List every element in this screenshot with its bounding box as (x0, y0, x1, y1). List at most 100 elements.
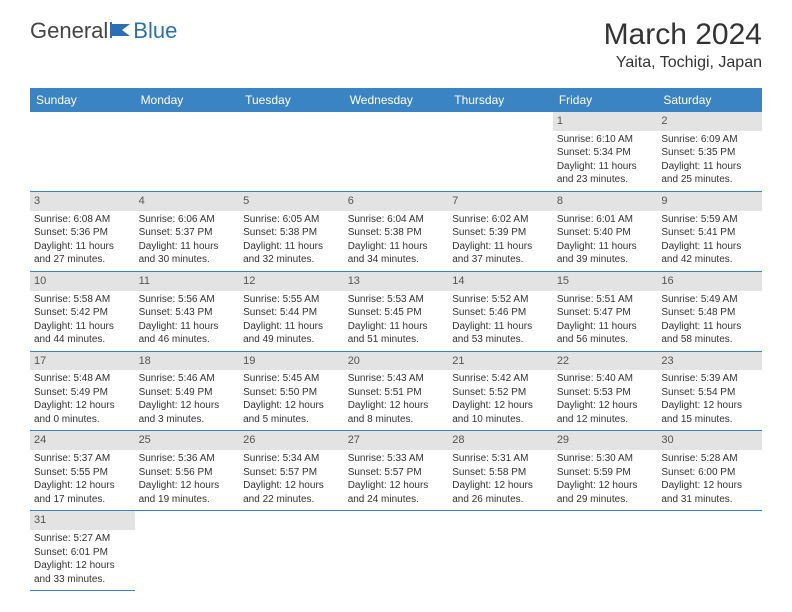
day-number: 18 (135, 352, 240, 371)
daylight-2: and 5 minutes. (243, 413, 340, 427)
day-number: 6 (344, 192, 449, 211)
daylight-2: and 49 minutes. (243, 333, 340, 347)
calendar-cell (344, 112, 449, 191)
daylight-1: Daylight: 11 hours (557, 320, 654, 334)
daylight-2: and 30 minutes. (139, 253, 236, 267)
daylight-2: and 17 minutes. (34, 493, 131, 507)
weekday-header: Monday (135, 88, 240, 112)
daylight-1: Daylight: 11 hours (139, 240, 236, 254)
calendar-cell: 26Sunrise: 5:34 AMSunset: 5:57 PMDayligh… (239, 431, 344, 511)
calendar-cell: 28Sunrise: 5:31 AMSunset: 5:58 PMDayligh… (448, 431, 553, 511)
daylight-1: Daylight: 11 hours (243, 240, 340, 254)
calendar-cell: 3Sunrise: 6:08 AMSunset: 5:36 PMDaylight… (30, 191, 135, 271)
weekday-header: Thursday (448, 88, 553, 112)
daylight-2: and 37 minutes. (452, 253, 549, 267)
day-number: 27 (344, 431, 449, 450)
calendar-cell: 5Sunrise: 6:05 AMSunset: 5:38 PMDaylight… (239, 191, 344, 271)
title-block: March 2024 Yaita, Tochigi, Japan (604, 18, 762, 72)
daylight-2: and 12 minutes. (557, 413, 654, 427)
daylight-1: Daylight: 11 hours (348, 240, 445, 254)
sunrise: Sunrise: 5:34 AM (243, 452, 340, 466)
sunrise: Sunrise: 5:42 AM (452, 372, 549, 386)
sunrise: Sunrise: 5:37 AM (34, 452, 131, 466)
calendar-cell (30, 112, 135, 191)
day-number: 13 (344, 272, 449, 291)
calendar-cell: 24Sunrise: 5:37 AMSunset: 5:55 PMDayligh… (30, 431, 135, 511)
daylight-1: Daylight: 11 hours (557, 160, 654, 174)
calendar-row: 3Sunrise: 6:08 AMSunset: 5:36 PMDaylight… (30, 191, 762, 271)
daylight-1: Daylight: 12 hours (452, 479, 549, 493)
sunset: Sunset: 5:42 PM (34, 306, 131, 320)
day-number: 9 (657, 192, 762, 211)
daylight-1: Daylight: 11 hours (452, 240, 549, 254)
sunset: Sunset: 5:34 PM (557, 146, 654, 160)
sunrise: Sunrise: 5:49 AM (661, 293, 758, 307)
sunset: Sunset: 5:39 PM (452, 226, 549, 240)
sunset: Sunset: 5:35 PM (661, 146, 758, 160)
calendar-cell (657, 511, 762, 591)
daylight-2: and 10 minutes. (452, 413, 549, 427)
calendar-cell (135, 112, 240, 191)
sunset: Sunset: 5:45 PM (348, 306, 445, 320)
day-number: 31 (30, 511, 135, 530)
calendar-cell: 11Sunrise: 5:56 AMSunset: 5:43 PMDayligh… (135, 271, 240, 351)
weekday-header: Wednesday (344, 88, 449, 112)
calendar-cell (448, 511, 553, 591)
daylight-1: Daylight: 12 hours (348, 479, 445, 493)
calendar-cell: 19Sunrise: 5:45 AMSunset: 5:50 PMDayligh… (239, 351, 344, 431)
sunset: Sunset: 5:36 PM (34, 226, 131, 240)
day-number: 19 (239, 352, 344, 371)
weekday-header: Saturday (657, 88, 762, 112)
day-number: 29 (553, 431, 658, 450)
daylight-2: and 32 minutes. (243, 253, 340, 267)
calendar-table: SundayMondayTuesdayWednesdayThursdayFrid… (30, 88, 762, 591)
month-title: March 2024 (604, 18, 762, 52)
day-number: 5 (239, 192, 344, 211)
daylight-2: and 25 minutes. (661, 173, 758, 187)
calendar-cell: 20Sunrise: 5:43 AMSunset: 5:51 PMDayligh… (344, 351, 449, 431)
sunset: Sunset: 5:49 PM (139, 386, 236, 400)
sunrise: Sunrise: 6:09 AM (661, 133, 758, 147)
day-number: 12 (239, 272, 344, 291)
daylight-2: and 56 minutes. (557, 333, 654, 347)
sunset: Sunset: 5:40 PM (557, 226, 654, 240)
day-number: 11 (135, 272, 240, 291)
calendar-cell: 4Sunrise: 6:06 AMSunset: 5:37 PMDaylight… (135, 191, 240, 271)
sunrise: Sunrise: 5:40 AM (557, 372, 654, 386)
sunset: Sunset: 5:38 PM (243, 226, 340, 240)
logo-flag-icon (110, 18, 132, 44)
calendar-cell: 12Sunrise: 5:55 AMSunset: 5:44 PMDayligh… (239, 271, 344, 351)
calendar-cell: 15Sunrise: 5:51 AMSunset: 5:47 PMDayligh… (553, 271, 658, 351)
location: Yaita, Tochigi, Japan (604, 54, 762, 72)
daylight-1: Daylight: 12 hours (34, 399, 131, 413)
calendar-cell: 27Sunrise: 5:33 AMSunset: 5:57 PMDayligh… (344, 431, 449, 511)
daylight-1: Daylight: 11 hours (452, 320, 549, 334)
sunrise: Sunrise: 6:08 AM (34, 213, 131, 227)
sunset: Sunset: 5:53 PM (557, 386, 654, 400)
daylight-2: and 19 minutes. (139, 493, 236, 507)
calendar-cell: 14Sunrise: 5:52 AMSunset: 5:46 PMDayligh… (448, 271, 553, 351)
sunset: Sunset: 5:54 PM (661, 386, 758, 400)
day-number: 14 (448, 272, 553, 291)
day-number: 26 (239, 431, 344, 450)
sunrise: Sunrise: 5:39 AM (661, 372, 758, 386)
sunset: Sunset: 5:48 PM (661, 306, 758, 320)
sunrise: Sunrise: 6:10 AM (557, 133, 654, 147)
sunset: Sunset: 5:58 PM (452, 466, 549, 480)
daylight-2: and 51 minutes. (348, 333, 445, 347)
sunset: Sunset: 5:37 PM (139, 226, 236, 240)
daylight-1: Daylight: 11 hours (348, 320, 445, 334)
sunset: Sunset: 5:44 PM (243, 306, 340, 320)
calendar-cell: 29Sunrise: 5:30 AMSunset: 5:59 PMDayligh… (553, 431, 658, 511)
sunrise: Sunrise: 5:52 AM (452, 293, 549, 307)
daylight-2: and 58 minutes. (661, 333, 758, 347)
daylight-2: and 53 minutes. (452, 333, 549, 347)
calendar-cell (553, 511, 658, 591)
daylight-2: and 34 minutes. (348, 253, 445, 267)
calendar-cell (239, 511, 344, 591)
daylight-1: Daylight: 12 hours (243, 399, 340, 413)
sunset: Sunset: 5:50 PM (243, 386, 340, 400)
day-number: 24 (30, 431, 135, 450)
logo-text-2: Blue (133, 18, 177, 44)
daylight-2: and 42 minutes. (661, 253, 758, 267)
